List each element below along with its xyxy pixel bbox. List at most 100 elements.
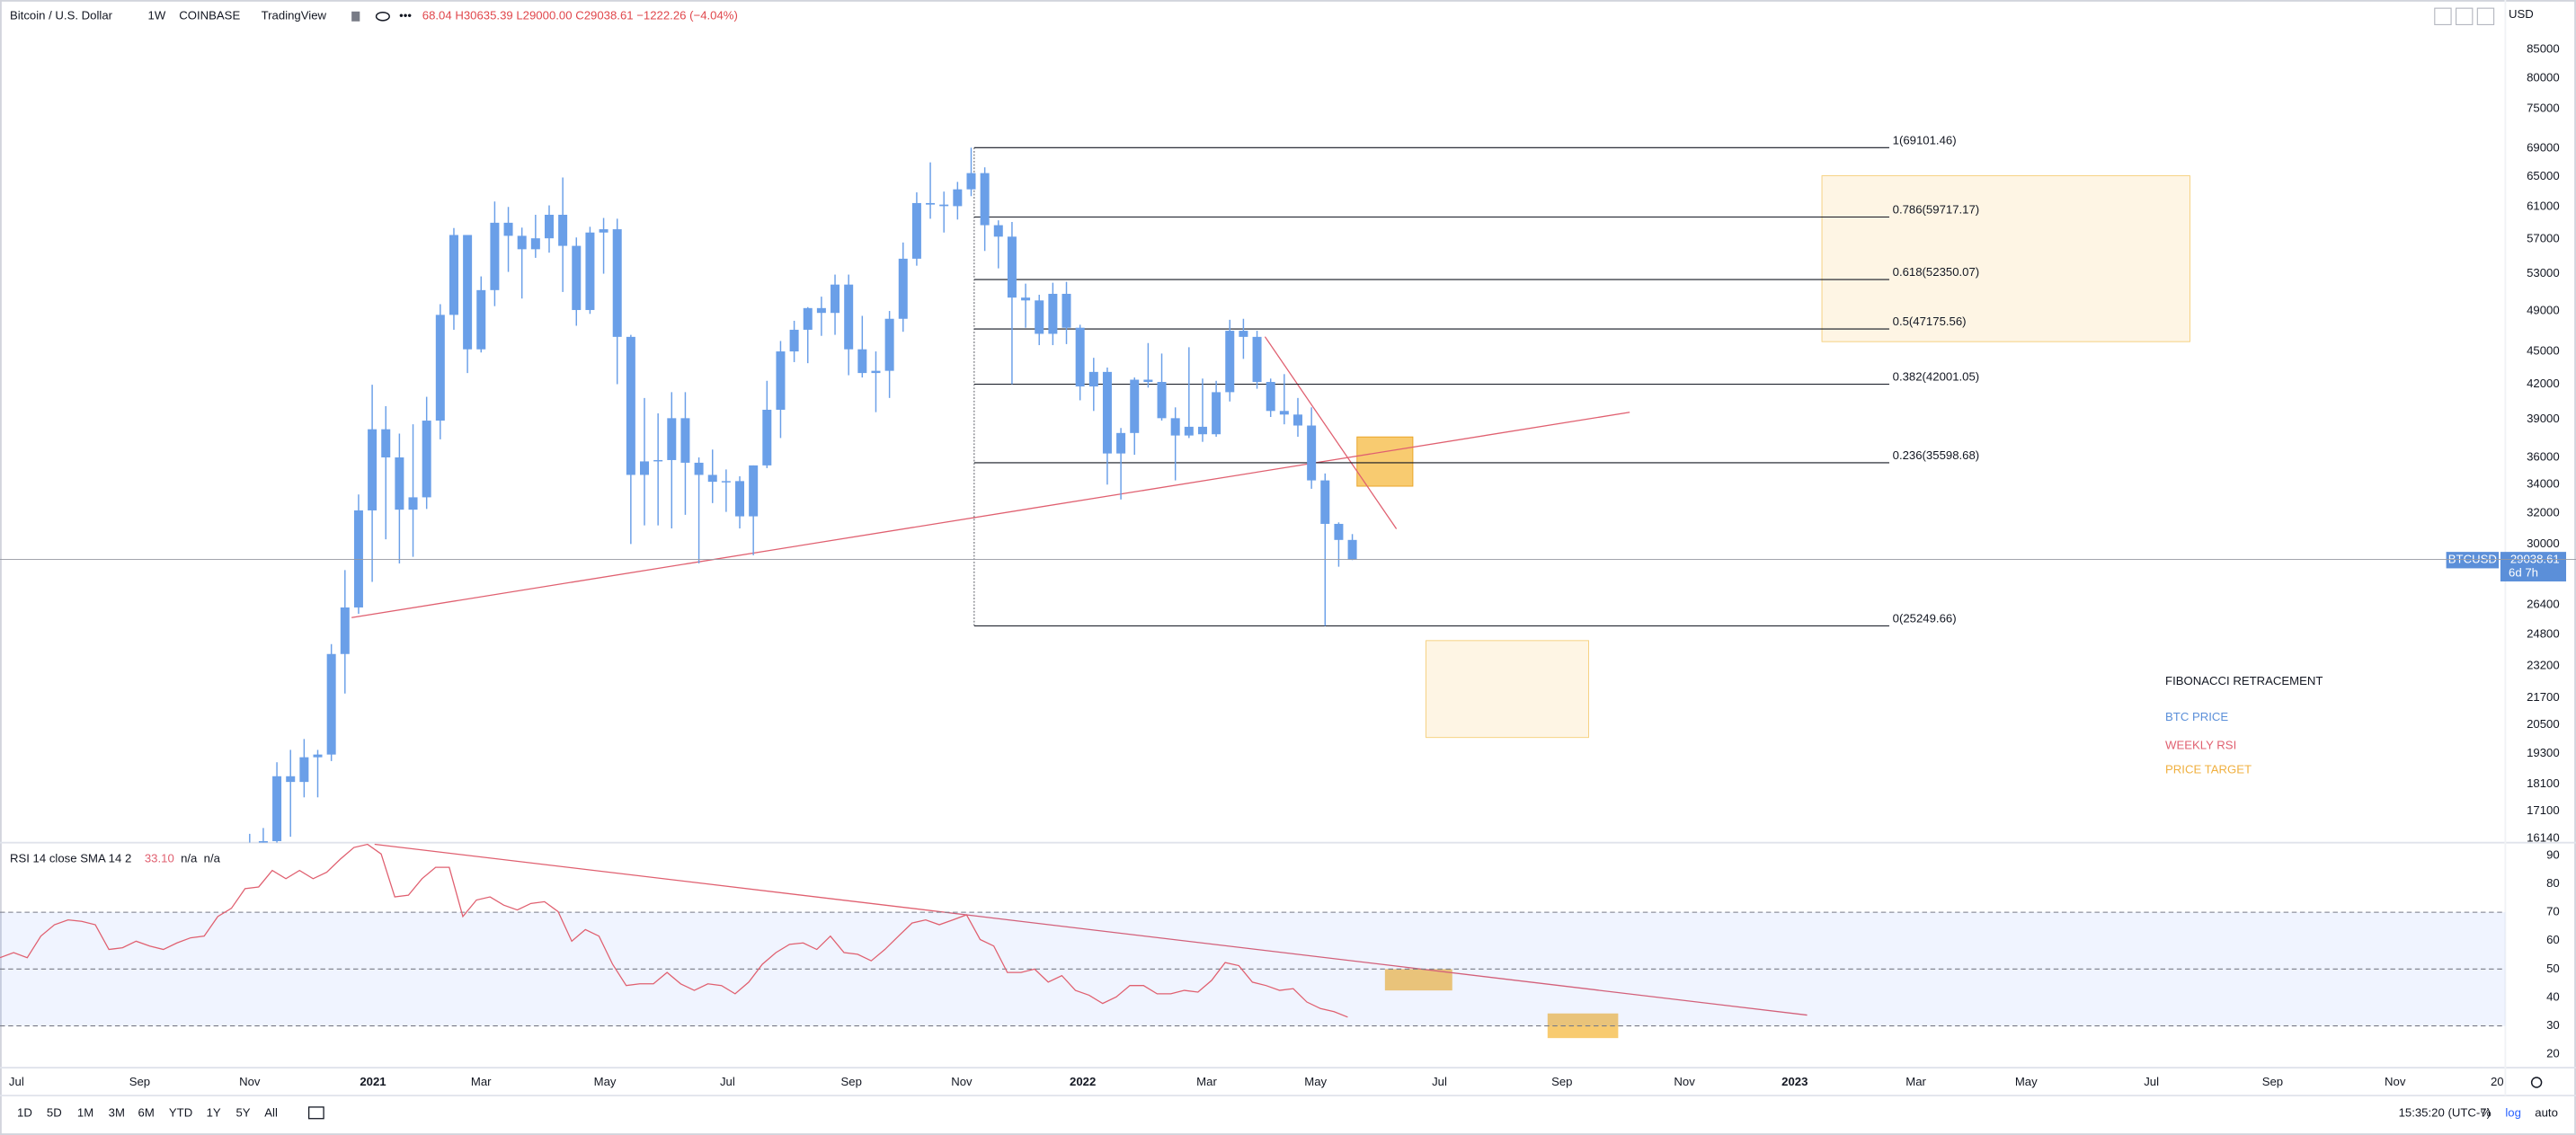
x-tick-label: 2021 — [360, 1075, 386, 1088]
candle-body — [1307, 425, 1317, 481]
candle-body — [1320, 480, 1330, 524]
x-tick-label: Nov — [951, 1075, 973, 1088]
candle-body — [953, 189, 963, 207]
price-tag — [2500, 552, 2567, 582]
candle-body — [164, 1030, 173, 1031]
candle-body — [707, 474, 717, 483]
y-tick-label: 30000 — [2527, 536, 2560, 550]
range-button[interactable]: 1M — [77, 1106, 93, 1120]
percent-toggle[interactable]: % — [2481, 1106, 2492, 1120]
x-tick-label: Sep — [841, 1075, 862, 1088]
button[interactable] — [2476, 7, 2495, 25]
candle-body — [680, 418, 690, 463]
y-tick-label: 24800 — [2527, 626, 2560, 640]
candle-body — [939, 204, 949, 207]
target-box — [1821, 175, 2190, 342]
range-button[interactable]: 6M — [138, 1106, 155, 1120]
rsi-title: RSI 14 close SMA 14 2 — [10, 851, 131, 865]
button[interactable] — [2456, 7, 2474, 25]
candle-body — [1075, 327, 1085, 387]
x-tick-label: May — [594, 1075, 617, 1088]
x-tick-label: Jul — [9, 1075, 24, 1088]
candle-body — [258, 841, 268, 843]
more-icon[interactable]: ••• — [399, 9, 412, 22]
x-tick-label: May — [1304, 1075, 1327, 1088]
candle-body — [776, 351, 786, 410]
candle-body — [353, 510, 363, 607]
interval[interactable]: 1W — [148, 9, 166, 22]
candle-body — [463, 235, 473, 350]
candle-body — [503, 222, 513, 236]
candle-body — [1048, 293, 1058, 334]
x-tick-label: Mar — [1196, 1075, 1217, 1088]
candle-body — [803, 307, 813, 330]
range-button[interactable]: 3M — [109, 1106, 125, 1120]
range-button[interactable]: YTD — [169, 1106, 192, 1120]
trendline — [1264, 336, 1398, 529]
candle-body — [911, 202, 921, 259]
range-button[interactable]: 1Y — [207, 1106, 221, 1120]
note: BTC PRICE — [2165, 710, 2228, 723]
candle-body — [1279, 411, 1289, 415]
range-button[interactable]: All — [264, 1106, 278, 1120]
y-tick-label: 69000 — [2527, 141, 2560, 155]
y-tick-label: 17100 — [2527, 803, 2560, 817]
fib-label: 0.236(35598.68) — [1893, 448, 1980, 462]
x-tick-label: Nov — [1674, 1075, 1695, 1088]
x-tick-label: Sep — [1551, 1075, 1572, 1088]
compare-icon[interactable] — [307, 1106, 324, 1120]
currency[interactable]: USD — [2509, 7, 2534, 21]
y-tick-label: 26400 — [2527, 597, 2560, 610]
y-tick-label: 49000 — [2527, 304, 2560, 317]
note: WEEKLY RSI — [2165, 738, 2236, 751]
auto-toggle[interactable]: auto — [2535, 1106, 2558, 1120]
candle-body — [762, 409, 772, 466]
candle-body — [599, 229, 608, 233]
x-tick-label: Mar — [1905, 1075, 1926, 1088]
settings-icon[interactable] — [2530, 1077, 2543, 1088]
rsi-tick-label: 40 — [2546, 989, 2560, 1003]
candle-body — [1088, 371, 1098, 387]
candle-body — [831, 284, 840, 314]
candle-body — [272, 776, 282, 842]
range-button[interactable]: 5Y — [235, 1106, 250, 1120]
clock: 15:35:20 (UTC-7) — [2399, 1106, 2491, 1120]
rsi-na: n/a — [181, 851, 198, 865]
range-button[interactable]: 1D — [17, 1106, 32, 1120]
y-tick-label: 80000 — [2527, 70, 2560, 84]
y-tick-label: 45000 — [2527, 344, 2560, 358]
candle-body — [789, 329, 799, 352]
candle-body — [1225, 331, 1235, 393]
icon[interactable] — [351, 11, 360, 22]
range-button[interactable]: 5D — [47, 1106, 62, 1120]
candle-body — [245, 844, 254, 858]
x-tick-label: May — [2015, 1075, 2038, 1088]
candle-body — [585, 232, 595, 310]
candle-body — [1239, 331, 1248, 337]
fib-label: 0.5(47175.56) — [1893, 315, 1967, 328]
candle-body — [871, 370, 881, 374]
candle-body — [137, 1023, 146, 1051]
candle-body — [1334, 523, 1344, 540]
button[interactable] — [2434, 7, 2452, 25]
y-tick-label: 53000 — [2527, 266, 2560, 279]
target-box — [1356, 436, 1414, 487]
x-tick-label: Jul — [2144, 1075, 2159, 1088]
y-tick-label: 39000 — [2527, 412, 2560, 425]
candle-body — [395, 457, 404, 510]
candle-body — [381, 429, 391, 458]
ohlc: 68.04 H30635.39 L29000.00 C29038.61 −122… — [422, 9, 738, 22]
eye-icon[interactable] — [375, 11, 390, 22]
candle-body — [1102, 371, 1112, 454]
candle-body — [408, 497, 418, 510]
y-tick-label: 21700 — [2527, 690, 2560, 704]
candle-body — [1292, 414, 1302, 426]
candle-body — [816, 307, 826, 314]
rsi-na: n/a — [204, 851, 221, 865]
log-toggle[interactable]: log — [2505, 1106, 2521, 1120]
candle-body — [1157, 382, 1167, 419]
rsi-line — [0, 843, 1348, 1018]
